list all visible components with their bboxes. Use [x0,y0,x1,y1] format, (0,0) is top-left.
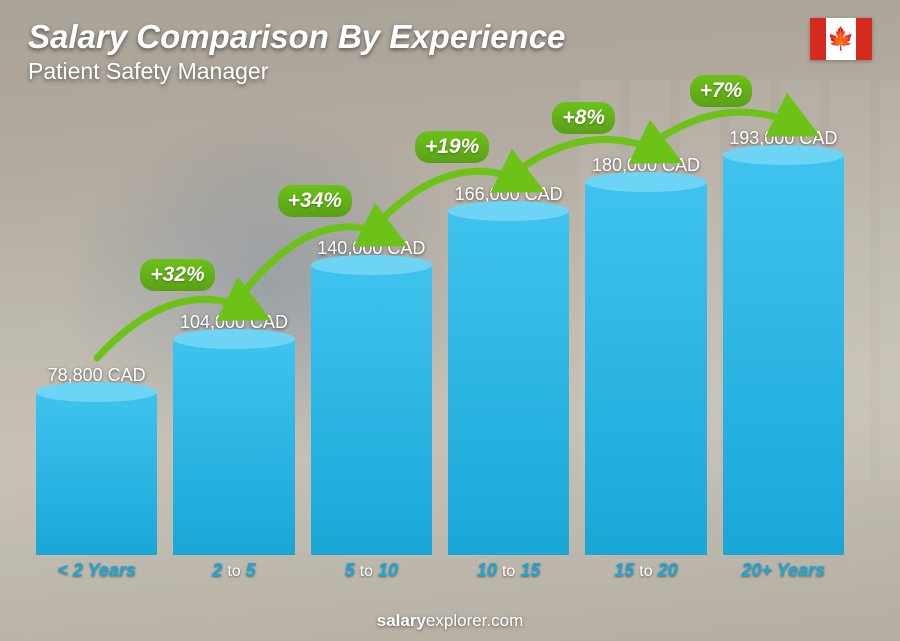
chart-title: Salary Comparison By Experience [28,18,872,56]
x-axis-label: 10 to 15 [448,560,569,581]
bar-4: 180,000 CAD [585,155,706,555]
bar-column [585,182,706,555]
bar-column [36,392,157,555]
bar-0: 78,800 CAD [36,365,157,555]
bar-3: 166,000 CAD [448,184,569,555]
bars-area: 78,800 CAD104,000 CAD140,000 CAD166,000 … [30,110,850,555]
bar-2: 140,000 CAD [311,238,432,555]
bar-column [173,339,294,555]
infographic-container: { "header": { "title": "Salary Compariso… [0,0,900,641]
x-axis-label: 15 to 20 [585,560,706,581]
chart-subtitle: Patient Safety Manager [28,58,872,85]
bar-5: 193,000 CAD [723,128,844,555]
maple-leaf-icon: 🍁 [827,28,854,50]
footer-brand: salaryexplorer.com [0,611,900,631]
bar-column [311,265,432,555]
x-axis-label: 2 to 5 [173,560,294,581]
bar-chart: 78,800 CAD104,000 CAD140,000 CAD166,000 … [30,110,850,581]
bar-1: 104,000 CAD [173,312,294,555]
flag-canada: 🍁 [810,18,872,60]
brand-bold: salary [377,611,426,630]
bar-column [448,211,569,555]
bar-column [723,155,844,555]
header: Salary Comparison By Experience Patient … [28,18,872,85]
x-axis-label: < 2 Years [36,560,157,581]
x-axis-label: 20+ Years [723,560,844,581]
x-axis-label: 5 to 10 [311,560,432,581]
x-axis: < 2 Years 2 to 5 5 to 10 10 to 15 15 to 20 20… [30,560,850,581]
brand-rest: explorer.com [426,611,523,630]
